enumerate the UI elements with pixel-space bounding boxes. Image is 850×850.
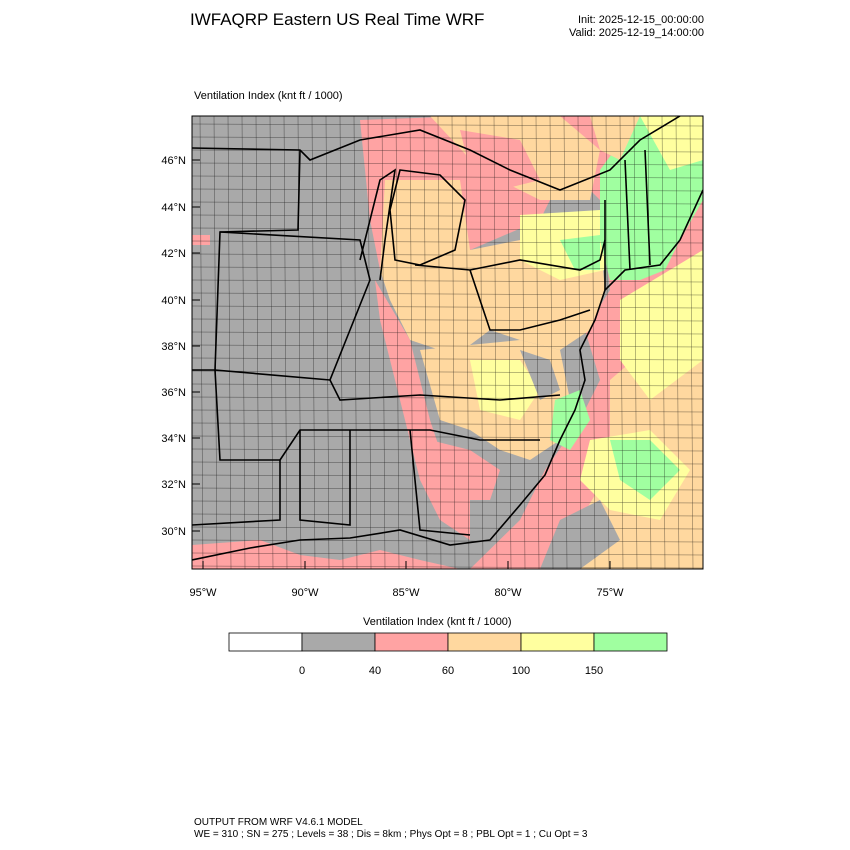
lon-tick-label: 75°W	[596, 587, 624, 599]
map-title: IWFAQRP Eastern US Real Time WRF	[190, 10, 485, 29]
lat-tick-label: 36°N	[161, 387, 186, 399]
legend-labels: 0 40 60 100 150	[299, 665, 603, 677]
model-config: WE = 310 ; SN = 275 ; Levels = 38 ; Dis …	[194, 829, 588, 840]
legend-swatch	[374, 632, 449, 652]
legend-label: 40	[369, 665, 381, 677]
longitude-axis: 95°W 90°W 85°W 80°W 75°W	[189, 561, 624, 599]
map-frame	[191, 115, 704, 570]
lat-tick-label: 38°N	[161, 341, 186, 353]
lon-tick-label: 85°W	[392, 587, 420, 599]
lon-tick-label: 80°W	[494, 587, 522, 599]
legend-swatch	[593, 632, 668, 652]
legend-label: 150	[585, 665, 603, 677]
legend-swatch	[520, 632, 595, 652]
legend-label: 60	[442, 665, 454, 677]
init-time: Init: 2025-12-15_00:00:00	[578, 14, 704, 26]
field-label: Ventilation Index (knt ft / 1000)	[194, 90, 343, 102]
latitude-axis: 46°N 44°N 42°N 40°N 38°N 36°N 34°N 32°N 30°N	[161, 155, 200, 538]
lon-tick-label: 95°W	[189, 587, 217, 599]
legend-swatch	[447, 632, 522, 652]
legend-colorbar	[228, 632, 668, 652]
lat-tick-label: 40°N	[161, 295, 186, 307]
legend-swatch	[228, 632, 303, 652]
lat-tick-label: 30°N	[161, 526, 186, 538]
county-lines	[192, 116, 703, 569]
lat-tick-label: 44°N	[161, 202, 186, 214]
lat-tick-label: 46°N	[161, 155, 186, 167]
model-info: OUTPUT FROM WRF V4.6.1 MODEL	[194, 817, 363, 828]
valid-time: Valid: 2025-12-19_14:00:00	[569, 27, 704, 39]
legend-title: Ventilation Index (knt ft / 1000)	[363, 616, 512, 628]
lat-tick-label: 42°N	[161, 248, 186, 260]
legend-label: 0	[299, 665, 305, 677]
legend-label: 100	[512, 665, 530, 677]
lat-tick-label: 34°N	[161, 433, 186, 445]
lat-tick-label: 32°N	[161, 479, 186, 491]
legend-swatch	[301, 632, 376, 652]
lon-tick-label: 90°W	[291, 587, 319, 599]
